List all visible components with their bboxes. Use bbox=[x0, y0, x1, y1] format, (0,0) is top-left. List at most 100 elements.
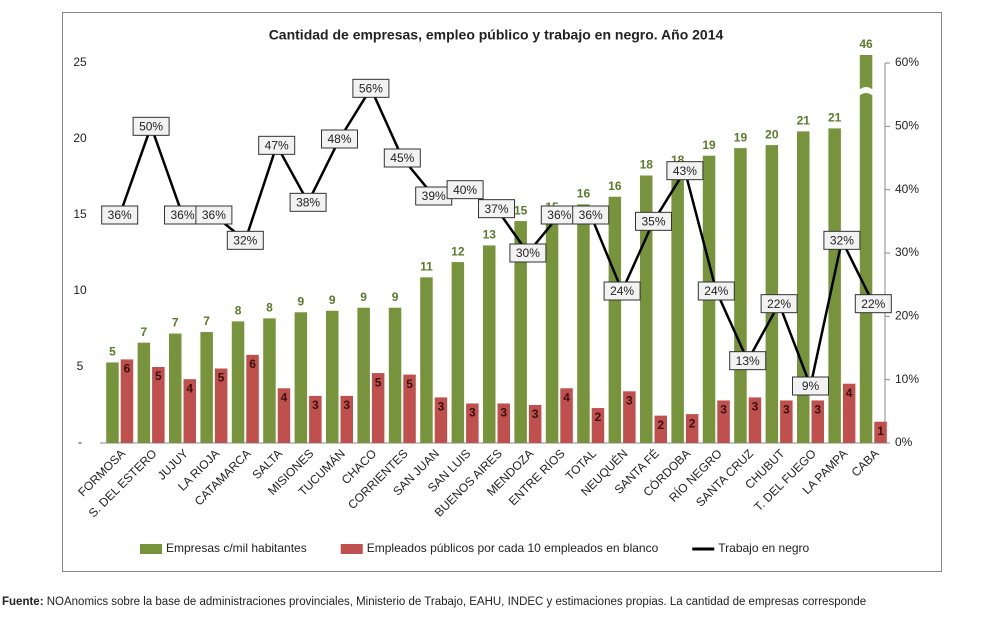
bar bbox=[748, 397, 762, 443]
bar bbox=[357, 307, 370, 443]
line-value-label: 48% bbox=[327, 132, 351, 146]
bar bbox=[420, 277, 433, 443]
bar-value-label: 12 bbox=[451, 244, 465, 258]
bar bbox=[277, 388, 291, 443]
bar bbox=[528, 405, 542, 443]
bar bbox=[859, 55, 873, 443]
bar-value-label: 5 bbox=[406, 377, 413, 391]
line-label-box bbox=[478, 199, 515, 219]
line-value-label: 24% bbox=[704, 284, 728, 298]
bar bbox=[497, 403, 510, 443]
line-value-label: 40% bbox=[453, 183, 477, 197]
axis-break bbox=[857, 87, 875, 97]
bar bbox=[169, 333, 182, 443]
bar-value-label: 4 bbox=[563, 390, 570, 404]
line-label-box bbox=[854, 294, 892, 314]
x-tick-label: CABA bbox=[849, 446, 882, 479]
line-label-box bbox=[760, 294, 798, 314]
line-value-label: 22% bbox=[861, 297, 885, 311]
line-label-box bbox=[101, 205, 139, 225]
bar bbox=[263, 318, 276, 443]
y-tick-label: 25 bbox=[73, 55, 87, 69]
line-label-box bbox=[792, 376, 829, 396]
bar bbox=[388, 307, 402, 443]
bar-value-label: 4 bbox=[846, 386, 853, 400]
line-label-box bbox=[352, 78, 390, 98]
bar bbox=[560, 388, 573, 443]
bar-value-label: 9 bbox=[392, 290, 399, 304]
line-label-box bbox=[666, 161, 704, 181]
y-tick-label: - bbox=[78, 435, 82, 449]
line-value-label: 43% bbox=[673, 164, 697, 178]
bar-value-label: 18 bbox=[640, 158, 654, 172]
bar bbox=[514, 221, 527, 443]
legend-label: Empresas c/mil habitantes bbox=[166, 541, 307, 555]
bar bbox=[545, 218, 559, 443]
bar-value-label: 3 bbox=[438, 400, 445, 414]
bar-value-label: 11 bbox=[420, 259, 433, 273]
bar bbox=[120, 359, 134, 443]
line-label-box bbox=[195, 205, 233, 225]
bar bbox=[246, 354, 259, 443]
line-value-label: 47% bbox=[265, 139, 289, 153]
bar bbox=[371, 373, 385, 443]
y2-tick-label: 40% bbox=[895, 182, 919, 196]
bar bbox=[106, 362, 119, 443]
line-value-label: 36% bbox=[202, 208, 226, 222]
line-label-box bbox=[697, 281, 735, 301]
bar bbox=[874, 421, 887, 443]
y-tick-label: 20 bbox=[73, 131, 87, 145]
line-value-label: 36% bbox=[547, 208, 571, 222]
chart: Cantidad de empresas, empleo público y t… bbox=[73, 27, 919, 555]
line-value-label: 30% bbox=[516, 246, 540, 260]
line-label-box bbox=[603, 281, 641, 301]
bar-value-label: 3 bbox=[343, 398, 350, 412]
bar bbox=[214, 368, 228, 443]
bar bbox=[765, 145, 779, 443]
bar-value-label: 21 bbox=[797, 114, 811, 128]
bar bbox=[326, 310, 339, 443]
line-value-label: 36% bbox=[170, 208, 194, 222]
line-label-box bbox=[289, 192, 327, 212]
line-value-label: 13% bbox=[736, 354, 760, 368]
bar-value-label: 5 bbox=[375, 375, 382, 389]
bar-value-label: 7 bbox=[203, 314, 210, 328]
line-label-box bbox=[509, 243, 547, 263]
chart-title: Cantidad de empresas, empleo público y t… bbox=[269, 27, 724, 43]
line-value-label: 39% bbox=[422, 189, 446, 203]
line-value-label: 24% bbox=[610, 284, 634, 298]
bar-value-label: 3 bbox=[500, 406, 507, 420]
line-label-box bbox=[226, 230, 264, 250]
bar-value-label: 5 bbox=[109, 345, 116, 359]
y2-tick-label: 60% bbox=[895, 55, 919, 69]
bar-value-label: 2 bbox=[689, 416, 696, 430]
bar-value-label: 3 bbox=[312, 398, 319, 412]
line-value-label: 45% bbox=[390, 151, 414, 165]
bar-value-label: 3 bbox=[814, 403, 821, 417]
bar-value-label: 4 bbox=[281, 390, 288, 404]
y2-tick-label: 30% bbox=[895, 245, 919, 259]
bar-value-label: 21 bbox=[828, 111, 842, 125]
line-value-label: 36% bbox=[579, 208, 603, 222]
line-value-label: 36% bbox=[108, 208, 132, 222]
y-tick-label: 15 bbox=[73, 207, 87, 221]
bar bbox=[780, 400, 793, 443]
bar bbox=[623, 391, 636, 443]
line-label-box bbox=[321, 129, 358, 149]
line-label-box bbox=[635, 211, 672, 231]
line-label-box bbox=[823, 230, 861, 250]
bar bbox=[685, 414, 699, 443]
bar-value-label: 46 bbox=[859, 37, 873, 51]
legend-label: Trabajo en negro bbox=[718, 541, 809, 555]
line-label-box bbox=[446, 180, 484, 200]
bar-value-label: 5 bbox=[155, 369, 162, 383]
bar bbox=[451, 262, 465, 443]
bar bbox=[797, 131, 810, 443]
line-value-label: 50% bbox=[139, 120, 163, 134]
bar-value-label: 2 bbox=[595, 410, 602, 424]
line-value-label: 9% bbox=[802, 379, 820, 393]
bar bbox=[434, 397, 448, 443]
bar bbox=[842, 383, 856, 443]
line-value-label: 35% bbox=[641, 215, 665, 229]
